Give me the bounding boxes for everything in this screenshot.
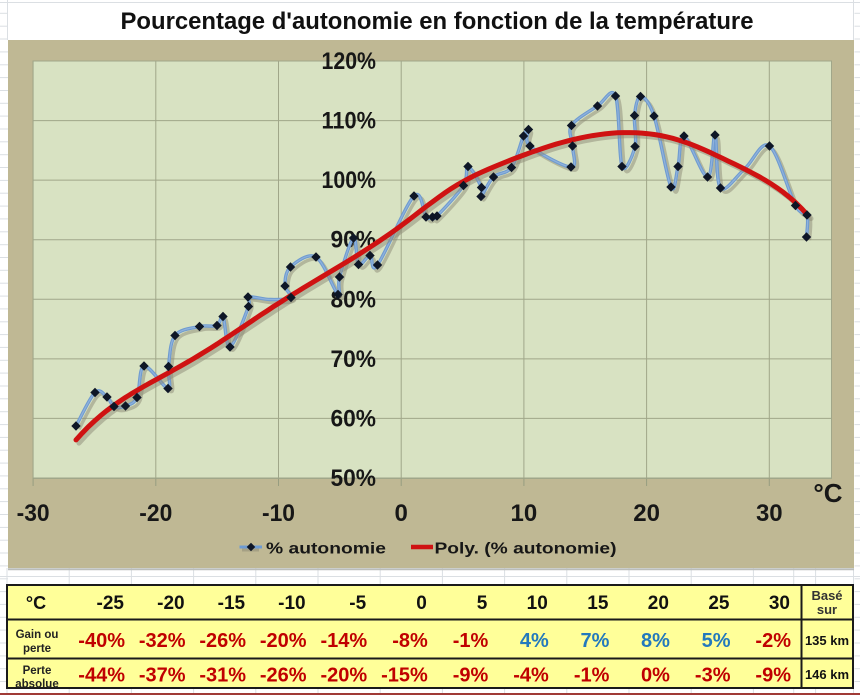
svg-text:-9%: -9% [453,665,489,687]
svg-text:-32%: -32% [139,630,186,652]
svg-text:Pourcentage d'autonomie en fon: Pourcentage d'autonomie en fonction de l… [121,8,754,35]
svg-text:4%: 4% [520,630,549,652]
svg-text:-2%: -2% [755,630,791,652]
svg-text:% autonomie: % autonomie [266,541,386,558]
svg-text:30: 30 [756,500,783,527]
svg-text:-25: -25 [97,593,125,614]
svg-text:20: 20 [648,593,669,614]
svg-text:-30: -30 [17,500,50,527]
svg-text:-8%: -8% [392,630,428,652]
svg-text:-26%: -26% [260,665,307,687]
svg-text:perte: perte [23,643,51,655]
svg-text:110%: 110% [322,108,377,135]
svg-text:Gain ou: Gain ou [16,629,59,641]
svg-text:0: 0 [395,500,408,527]
svg-text:15: 15 [587,593,609,614]
svg-text:Basé: Basé [811,588,842,603]
svg-text:-20%: -20% [320,665,367,687]
svg-text:-26%: -26% [199,630,246,652]
svg-text:100%: 100% [322,167,377,194]
svg-text:5%: 5% [702,630,731,652]
svg-text:-44%: -44% [78,665,125,687]
svg-text:-9%: -9% [755,665,791,687]
svg-text:sur: sur [817,602,837,617]
svg-text:5: 5 [477,593,488,614]
svg-text:absolue: absolue [15,679,58,691]
svg-text:-15%: -15% [381,665,428,687]
svg-text:-3%: -3% [695,665,731,687]
svg-text:-1%: -1% [574,665,610,687]
svg-text:7%: 7% [580,630,609,652]
svg-text:-31%: -31% [199,665,246,687]
svg-text:135 km: 135 km [805,633,849,648]
svg-text:50%: 50% [331,465,377,492]
svg-text:-37%: -37% [139,665,186,687]
svg-text:-15: -15 [218,593,246,614]
svg-text:10: 10 [527,593,548,614]
svg-text:30: 30 [769,593,790,614]
svg-text:0: 0 [416,593,427,614]
svg-text:-5: -5 [349,593,366,614]
svg-text:Perte: Perte [23,665,52,677]
svg-text:120%: 120% [322,48,377,75]
svg-text:-40%: -40% [78,630,125,652]
svg-text:20: 20 [633,500,660,527]
svg-text:-10: -10 [262,500,295,527]
svg-text:70%: 70% [331,346,377,373]
svg-text:-14%: -14% [320,630,367,652]
svg-text:Poly. (% autonomie): Poly. (% autonomie) [435,541,617,558]
svg-text:0%: 0% [641,665,670,687]
svg-text:-10: -10 [278,593,305,614]
svg-text:8%: 8% [641,630,670,652]
svg-text:°C: °C [813,478,842,508]
svg-text:-20: -20 [139,500,172,527]
svg-text:°C: °C [26,593,46,613]
svg-text:-20: -20 [157,593,184,614]
svg-text:146 km: 146 km [805,667,849,682]
svg-text:25: 25 [708,593,730,614]
svg-text:-1%: -1% [453,630,489,652]
svg-text:10: 10 [511,500,538,527]
svg-text:60%: 60% [331,405,377,432]
svg-text:-4%: -4% [513,665,549,687]
svg-text:-20%: -20% [260,630,307,652]
